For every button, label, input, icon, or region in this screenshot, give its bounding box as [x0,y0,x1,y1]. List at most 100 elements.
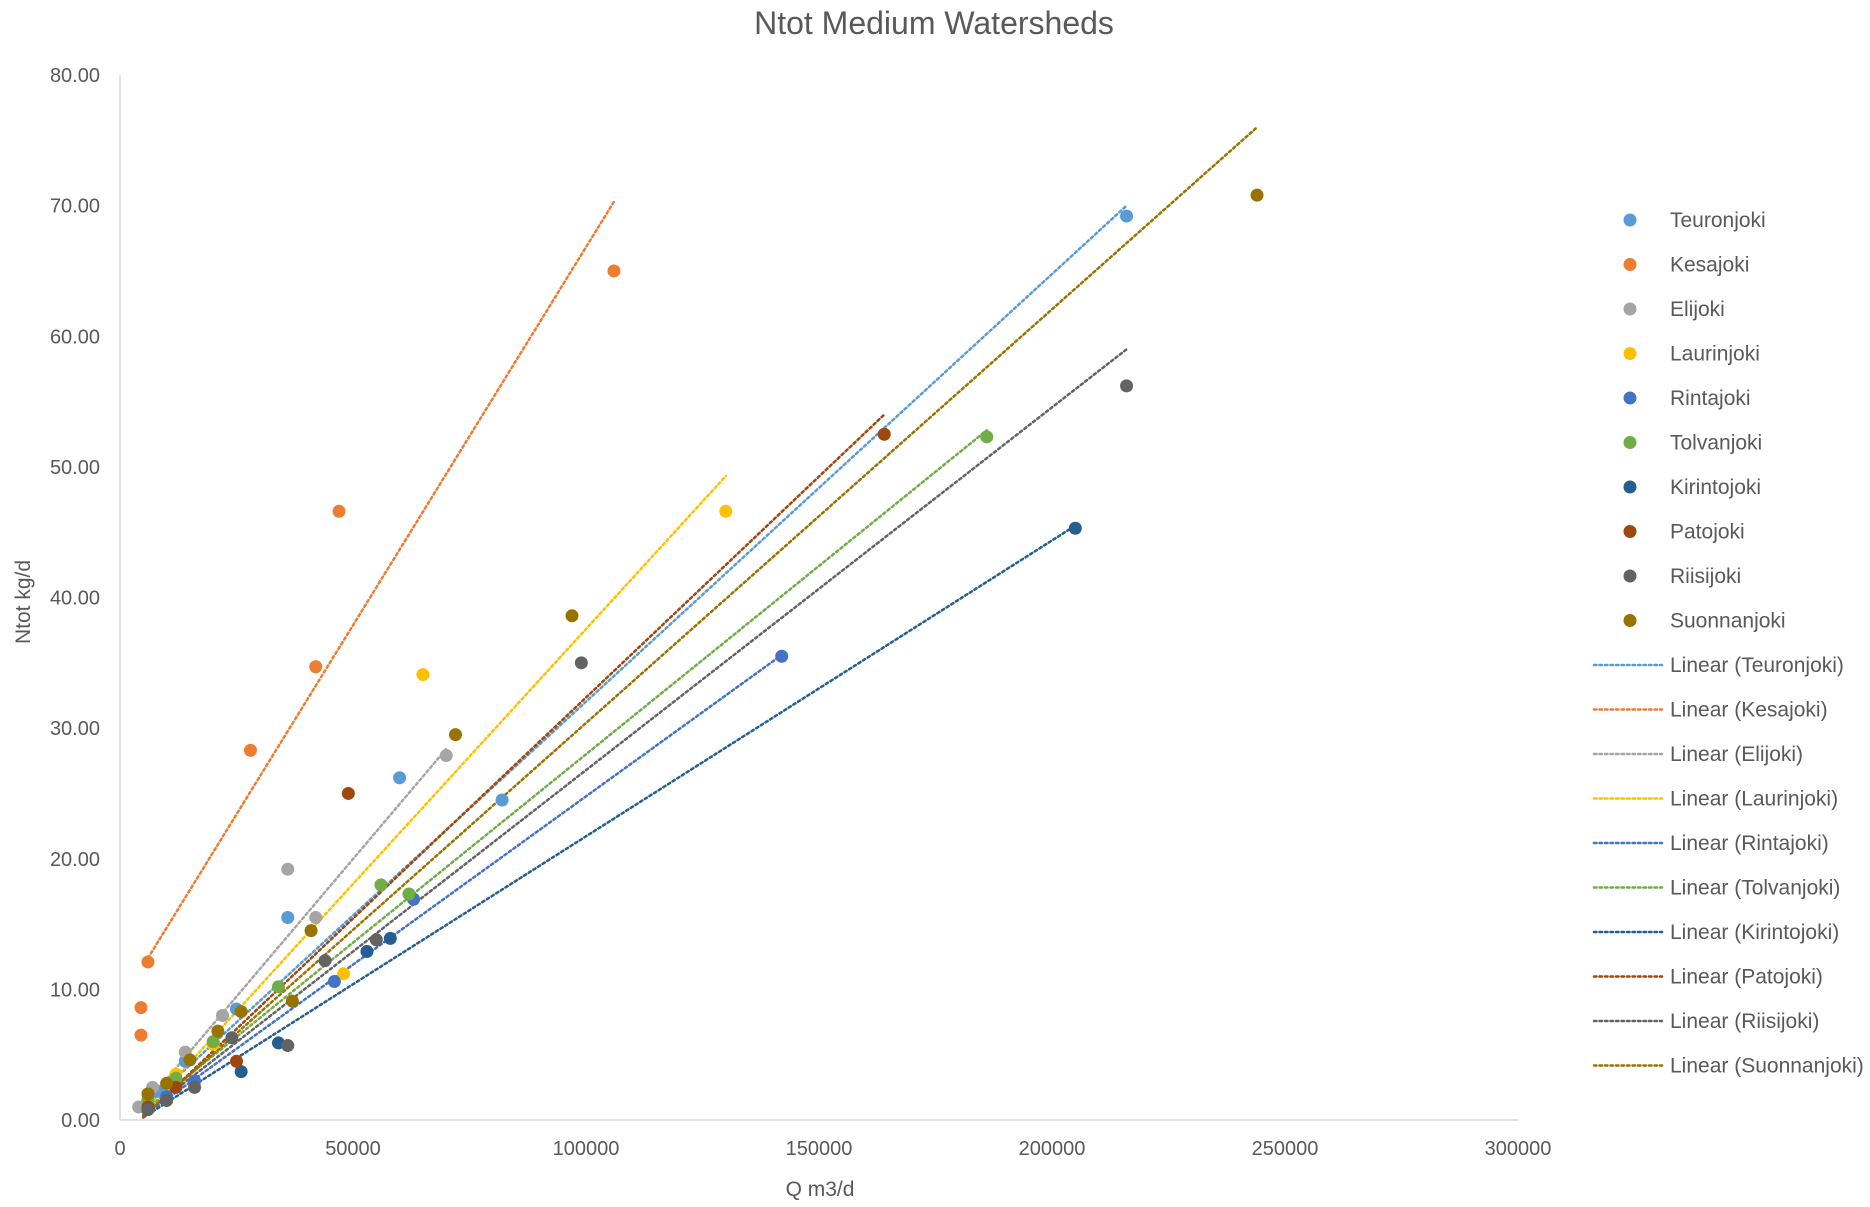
data-point [281,1039,295,1053]
data-point [877,427,891,441]
y-tick-label: 50.00 [50,457,100,479]
data-point [439,749,453,763]
y-tick-label: 10.00 [50,979,100,1001]
legend-label: Kesajoki [1670,254,1749,277]
legend-label: Linear (Riisijoki) [1670,1010,1819,1033]
legend-label: Elijoki [1670,298,1725,321]
y-tick-label: 70.00 [50,196,100,218]
data-point [318,954,332,968]
data-point [141,1087,155,1101]
data-point [980,430,994,444]
legend-label: Rintajoki [1670,387,1751,410]
legend-marker [1623,258,1637,271]
data-point [719,504,733,518]
data-point [281,911,295,925]
data-point [337,967,351,981]
x-tick-label: 0 [114,1138,125,1160]
x-tick-label: 150000 [786,1138,853,1160]
data-point [230,1054,243,1068]
legend-label: Linear (Rintajoki) [1670,832,1829,855]
trendline [146,200,616,960]
data-point [416,668,430,682]
data-point [134,1001,148,1015]
y-axis-title: Ntot kg/d [12,560,35,644]
legend-marker [1623,391,1637,405]
data-point [374,878,388,892]
data-point [332,504,346,518]
legend-label: Tolvanjoki [1670,432,1762,455]
trendline [142,474,728,1115]
legend-marker [1623,569,1637,583]
data-point [383,931,397,945]
legend-label: Teuronjoki [1670,209,1766,232]
data-point [271,980,285,994]
data-point [1250,188,1264,202]
trendline [137,204,1128,1114]
legend-marker [1623,347,1637,360]
data-point [574,656,588,670]
data-point [360,944,374,958]
data-point [234,1005,248,1019]
plot-area: 0.00 10.00 20.00 30.00 40.00 50.00 60.00 70.00 8… [50,65,1551,1160]
data-point [304,924,318,938]
legend-marker [1623,436,1637,449]
data-point [188,1080,202,1094]
data-point [495,793,509,807]
data-point [211,1024,225,1038]
legend: Teuronjoki Kesajoki Elijoki Laurinjoki Rinta… [1592,209,1864,1078]
chart-title: Ntot Medium Watersheds [754,5,1114,41]
x-tick-label: 200000 [1019,1138,1086,1160]
legend-label: Suonnanjoki [1670,610,1786,633]
data-point [141,955,155,969]
legend-label: Linear (Teuronjoki) [1670,654,1844,677]
legend-marker [1623,480,1637,494]
data-point [285,994,299,1008]
trendline [142,413,886,1119]
y-tick-label: 40.00 [50,588,100,610]
legend-label: Linear (Suonnanjoki) [1670,1055,1864,1078]
y-tick-label: 60.00 [50,326,100,348]
legend-label: Patojoki [1670,521,1745,544]
legend-marker [1623,614,1637,627]
x-tick-label: 50000 [325,1138,381,1160]
data-point [607,264,621,278]
data-point [309,911,323,925]
legend-label: Linear (Patojoki) [1670,966,1823,989]
trendline [142,524,1077,1119]
legend-label: Kirintojoki [1670,476,1761,499]
data-point [565,609,579,623]
data-point [369,933,383,947]
y-tick-label: 0.00 [61,1110,100,1132]
data-point [206,1035,220,1049]
legend-label: Linear (Laurinjoki) [1670,788,1838,811]
trendline [142,348,1128,1117]
data-point [1120,209,1134,223]
data-point [393,771,407,785]
legend-label: Riisijoki [1670,565,1741,588]
legend-marker [1623,525,1637,538]
trendline [142,126,1259,1118]
data-point [402,887,416,901]
data-point [327,975,341,989]
data-point [1120,379,1134,393]
data-point [281,862,295,876]
legend-marker [1623,302,1637,316]
data-point [341,786,355,800]
y-tick-label: 30.00 [50,718,100,740]
data-point [160,1076,174,1090]
x-axis-title: Q m3/d [786,1178,855,1201]
data-point [160,1093,174,1107]
data-point [449,728,463,742]
legend-label: Linear (Kirintojoki) [1670,921,1839,944]
legend-label: Linear (Elijoki) [1670,743,1803,766]
data-point [309,660,323,674]
legend-label: Laurinjoki [1670,343,1760,366]
legend-label: Linear (Tolvanjoki) [1670,877,1840,900]
data-point [134,1028,148,1042]
data-point [216,1009,230,1022]
data-point [141,1103,155,1117]
data-point [243,743,257,757]
data-point [775,649,789,663]
